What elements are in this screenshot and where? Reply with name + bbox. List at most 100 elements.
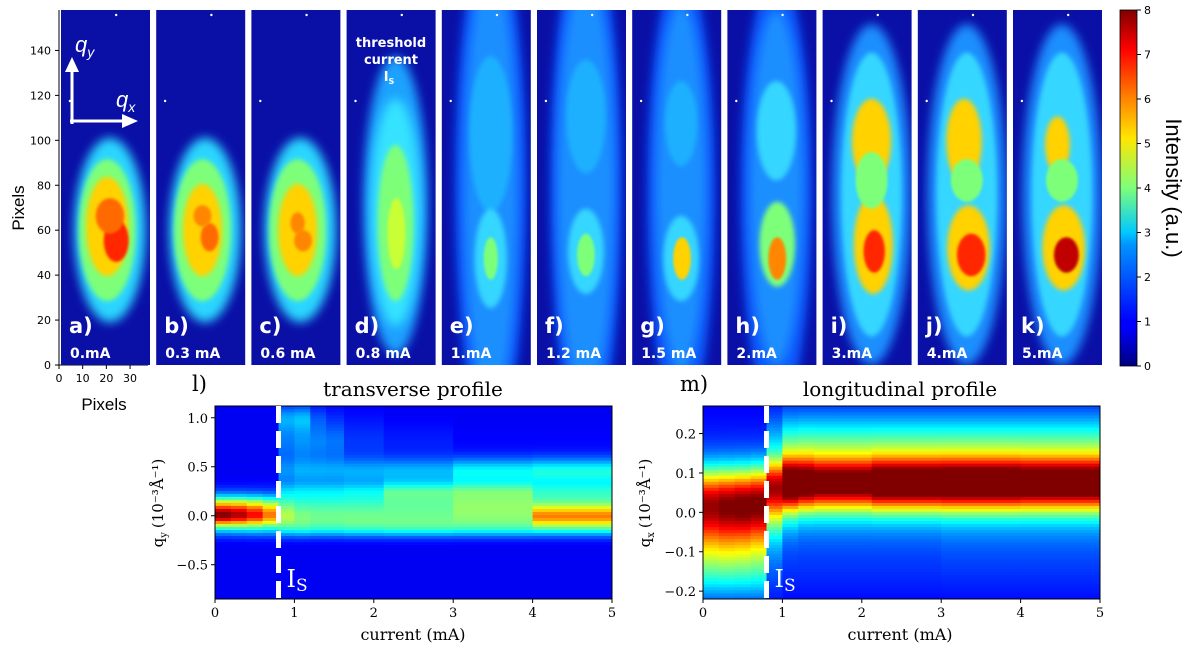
heatmap-cell (871, 556, 942, 561)
heatmap-cell (215, 514, 232, 518)
heatmap-cell (871, 418, 942, 422)
intensity-spot (290, 212, 305, 234)
heatmap-cell (262, 475, 279, 479)
heatmap-cell (278, 547, 295, 552)
heatmap-cell (798, 508, 815, 512)
heatmap-cell (718, 505, 736, 509)
heatmap-cell (941, 592, 1021, 597)
heatmap-cell (532, 505, 613, 509)
heatmap-cell (310, 520, 327, 525)
heatmap-cell (734, 514, 752, 518)
heatmap-cell (734, 559, 752, 564)
heatmap-cell (344, 460, 385, 464)
heatmap-cell (832, 409, 873, 413)
heatmap-cell (326, 541, 345, 546)
heatmap-cell (344, 445, 385, 449)
heatmap-cell (246, 574, 264, 579)
heatmap-cell (1020, 565, 1101, 570)
heatmap-cell (278, 412, 295, 416)
heatmap-cell (718, 436, 736, 440)
heatmap-cell (766, 580, 783, 585)
heatmap-cell (766, 562, 783, 567)
heatmap-cell (941, 511, 1021, 515)
heatmap-cell (262, 514, 279, 518)
heatmap-cell (294, 448, 311, 452)
heatmap-cell (941, 589, 1021, 594)
heatmap-cell (766, 472, 783, 476)
heatmap-cell (278, 586, 295, 591)
heatmap-cell (246, 451, 264, 455)
heatmap-cell (941, 499, 1021, 503)
heatmap-cell (246, 457, 264, 461)
heatmap-cell (532, 538, 613, 543)
heatmap-cell (383, 496, 454, 500)
heatmap-cell (453, 442, 533, 446)
heatmap-cell (383, 463, 454, 467)
heatmap-cell (215, 454, 232, 458)
heatmap-cell (703, 427, 720, 431)
heatmap-cell (766, 430, 783, 434)
heatmap-cell (326, 553, 345, 558)
x-tick-label: 0 (699, 606, 707, 621)
heatmap-cell (383, 562, 454, 567)
heatmap-cell (832, 466, 873, 470)
heatmap-cell (1020, 427, 1101, 431)
heatmap-cell (798, 457, 815, 461)
heatmap-cell (246, 577, 264, 582)
heatmap-cell (310, 514, 327, 518)
heatmap-cell (246, 493, 264, 497)
heatmap-cell (246, 532, 264, 537)
heatmap-cell (532, 592, 613, 597)
heatmap-cell (750, 415, 767, 419)
heatmap-cell (310, 487, 327, 491)
heatmap-cell (344, 583, 385, 588)
heatmap-cell (1020, 424, 1101, 428)
heatmap-cell (703, 517, 720, 521)
heatmap-cell (734, 505, 752, 509)
heatmap-cell (215, 574, 232, 579)
heatmap-cell (798, 550, 815, 555)
heatmap-cell (215, 469, 232, 473)
heatmap-cell (832, 418, 873, 422)
heatmap-cell (798, 583, 815, 588)
heatmap-cell (383, 550, 454, 555)
heatmap-cell (294, 454, 311, 458)
heatmap-cell (798, 574, 815, 579)
heatmap-cell (734, 442, 752, 446)
marker-dot (781, 13, 784, 17)
heatmap-cell (344, 466, 385, 470)
heatmap-cell (294, 484, 311, 488)
heatmap-cell (344, 556, 385, 561)
heatmap-cell (814, 547, 833, 552)
heatmap-cell (798, 538, 815, 543)
heatmap-cell (383, 568, 454, 573)
heatmap-cell (262, 472, 279, 476)
heatmap-cell (383, 520, 454, 525)
heatmap-cell (246, 592, 264, 597)
heatmap-cell (262, 457, 279, 461)
heatmap-cell (230, 496, 248, 500)
heatmap-cell (532, 466, 613, 470)
heatmap-cell (532, 571, 613, 576)
heatmap-cell (814, 544, 833, 549)
heatmap-cell (453, 583, 533, 588)
heatmap-cell (532, 418, 613, 422)
heatmap-cell (383, 532, 454, 537)
heatmap-cell (383, 412, 454, 416)
heatmap-cell (734, 577, 752, 582)
heatmap-cell (310, 586, 327, 591)
heatmap-cell (798, 526, 815, 531)
heatmap-cell (798, 442, 815, 446)
heatmap-cell (230, 442, 248, 446)
heatmap-cell (1020, 517, 1101, 521)
heatmap-cell (453, 496, 533, 500)
heatmap-cell (246, 523, 264, 528)
heatmap-cell (246, 469, 264, 473)
heatmap-cell (278, 538, 295, 543)
heatmap-cell (294, 517, 311, 521)
heatmap-cell (734, 520, 752, 525)
heatmap-cell (734, 517, 752, 521)
heatmap-cell (750, 568, 767, 573)
heatmap-cell (766, 505, 783, 509)
